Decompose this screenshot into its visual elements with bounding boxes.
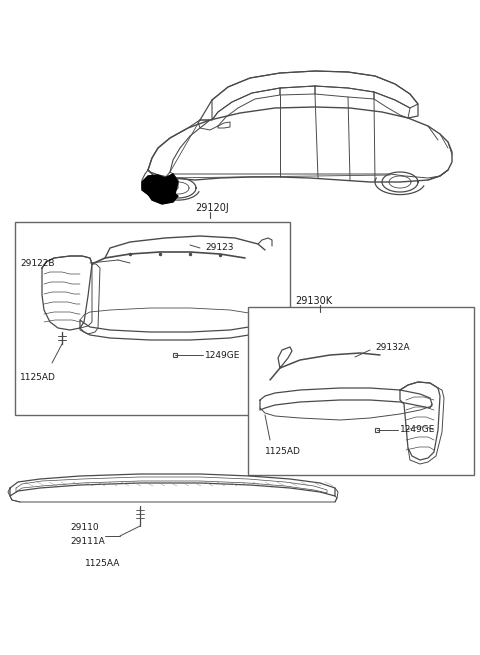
Bar bbox=[248, 307, 474, 475]
Text: 29132A: 29132A bbox=[375, 343, 409, 352]
Text: 29122B: 29122B bbox=[20, 259, 55, 267]
Text: 29110: 29110 bbox=[70, 523, 98, 533]
Text: 1249GE: 1249GE bbox=[400, 426, 435, 434]
Text: 29120J: 29120J bbox=[195, 203, 229, 213]
Text: 1125AD: 1125AD bbox=[20, 373, 56, 383]
Text: 1249GE: 1249GE bbox=[205, 350, 240, 360]
Text: 29123: 29123 bbox=[205, 244, 233, 252]
Bar bbox=[15, 222, 290, 415]
Text: 29130K: 29130K bbox=[295, 296, 332, 306]
Text: 1125AA: 1125AA bbox=[85, 559, 120, 567]
Text: 1125AD: 1125AD bbox=[265, 447, 301, 457]
Text: 29111A: 29111A bbox=[70, 536, 105, 546]
Polygon shape bbox=[142, 174, 178, 198]
Polygon shape bbox=[148, 194, 178, 204]
